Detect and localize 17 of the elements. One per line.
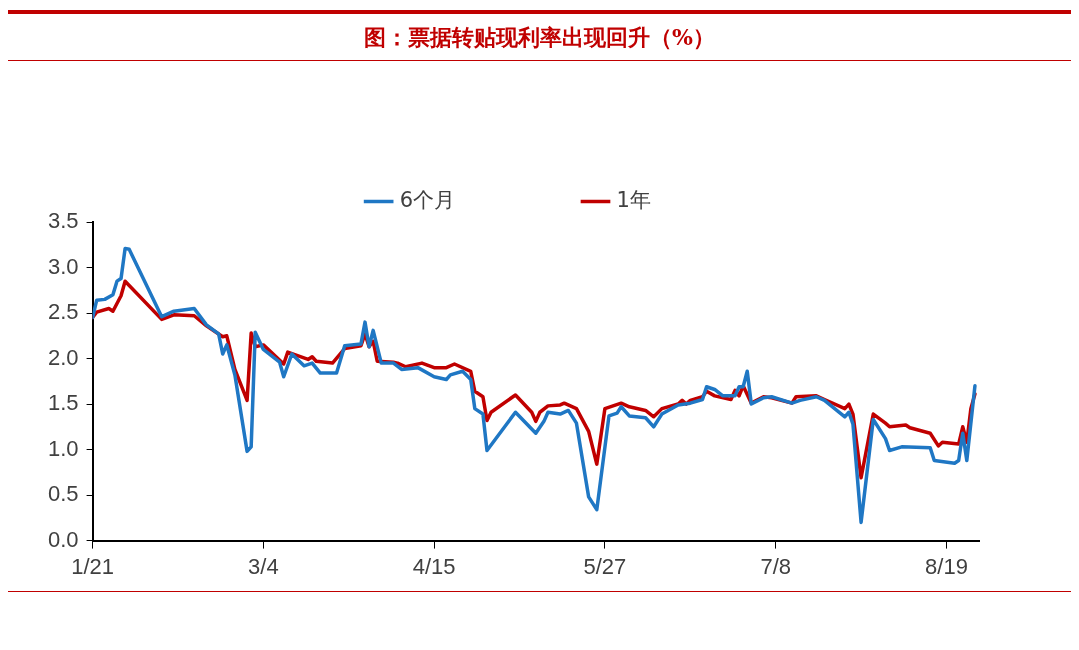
- y-tick-label: 0.0: [47, 526, 79, 552]
- x-tick-label: 7/8: [760, 553, 791, 579]
- y-tick-label: 1.0: [47, 435, 79, 461]
- x-tick-label: 4/15: [412, 553, 456, 579]
- y-tick-label: 1.5: [47, 390, 79, 416]
- y-tick-label: 2.0: [47, 344, 79, 370]
- x-tick-label: 3/4: [248, 553, 279, 579]
- chart-title: 图：票据转贴现利率出现回升（%）: [8, 10, 1071, 61]
- y-tick-label: 3.5: [47, 208, 79, 234]
- y-tick-label: 0.5: [47, 481, 79, 507]
- y-tick-label: 2.5: [47, 299, 79, 325]
- x-tick-label: 8/19: [925, 553, 968, 579]
- y-tick-label: 3.0: [47, 253, 79, 279]
- x-tick-label: 5/27: [583, 553, 627, 579]
- x-tick-label: 1/21: [71, 553, 114, 579]
- legend-label: 6个月: [399, 187, 456, 212]
- legend-label: 1年: [616, 187, 651, 212]
